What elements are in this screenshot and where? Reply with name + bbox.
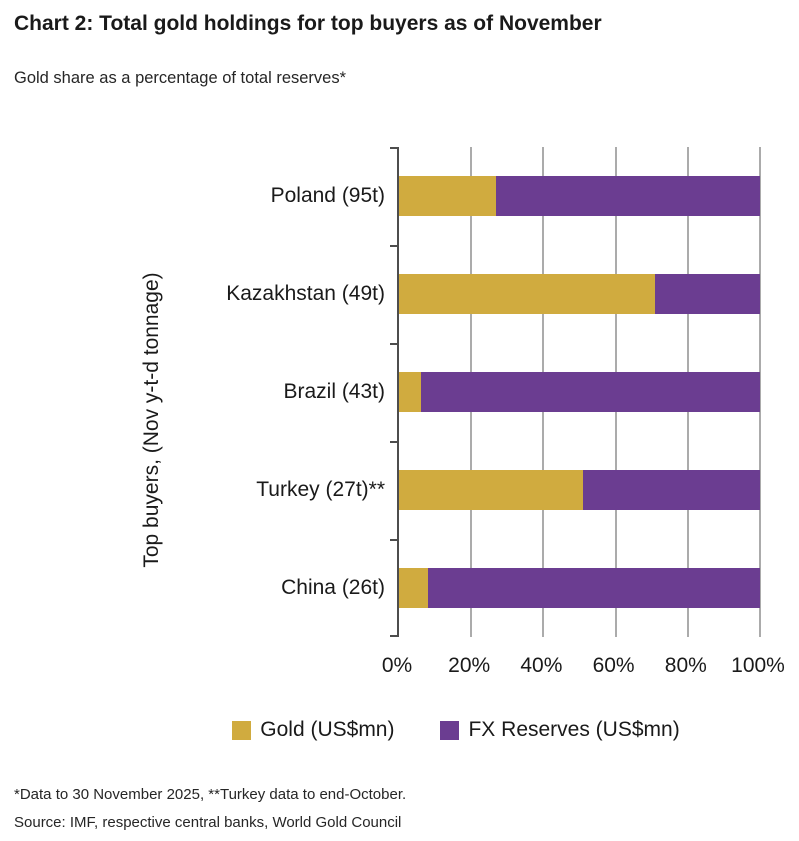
bar-segment-gold (399, 372, 421, 412)
bar-poland-95t (399, 176, 760, 216)
bar-china-26t (399, 568, 760, 608)
bar-segment-fx-reserves (655, 274, 760, 314)
bar-brazil-43t (399, 372, 760, 412)
source-line: Source: IMF, respective central banks, W… (14, 814, 402, 831)
bar-segment-gold (399, 568, 428, 608)
x-tick-label-60: 60% (592, 654, 635, 677)
bar-segment-gold (399, 274, 656, 314)
bar-kazakhstan-49t (399, 274, 760, 314)
category-label-china-26t: China (26t) (281, 576, 385, 599)
legend-label-fx-reserves: FX Reserves (US$mn) (468, 718, 680, 741)
bar-segment-fx-reserves (420, 372, 760, 412)
legend-swatch-fx-reserves-icon (440, 720, 460, 740)
y-axis-tick (390, 441, 399, 443)
category-label-brazil-43t: Brazil (43t) (283, 380, 385, 403)
category-label-turkey-27t: Turkey (27t)** (256, 478, 385, 501)
gridline-100 (759, 147, 761, 637)
footnote: *Data to 30 November 2025, **Turkey data… (14, 786, 407, 803)
y-axis-tick (390, 635, 399, 637)
y-axis-tick (390, 147, 399, 149)
y-axis-tick (390, 343, 399, 345)
bar-turkey-27t (399, 470, 760, 510)
bar-segment-fx-reserves (427, 568, 760, 608)
plot-area (390, 147, 761, 637)
x-tick-label-0: 0% (381, 654, 413, 677)
chart-title: Chart 2: Total gold holdings for top buy… (14, 12, 602, 35)
bar-segment-fx-reserves (496, 176, 760, 216)
chart-subtitle: Gold share as a percentage of total rese… (14, 69, 347, 87)
legend-swatch-gold-icon (232, 720, 252, 740)
bar-segment-fx-reserves (583, 470, 760, 510)
y-axis-tick (390, 245, 399, 247)
legend-item-fx-reserves: FX Reserves (US$mn) (440, 718, 680, 742)
x-tick-label-40: 40% (520, 654, 563, 677)
x-tick-label-80: 80% (664, 654, 707, 677)
y-axis-label: Top buyers, (Nov y-t-d tonnage) (140, 272, 163, 568)
x-tick-label-20: 20% (448, 654, 491, 677)
bar-segment-gold (399, 176, 497, 216)
y-axis-tick (390, 539, 399, 541)
legend-item-gold: Gold (US$mn) (232, 718, 394, 742)
legend-label-gold: Gold (US$mn) (260, 718, 395, 741)
x-tick-label-100: 100% (731, 654, 785, 677)
category-label-kazakhstan-49t: Kazakhstan (49t) (226, 282, 385, 305)
category-label-poland-95t: Poland (95t) (270, 184, 385, 207)
bar-segment-gold (399, 470, 584, 510)
legend: Gold (US$mn) FX Reserves (US$mn) (150, 713, 762, 747)
